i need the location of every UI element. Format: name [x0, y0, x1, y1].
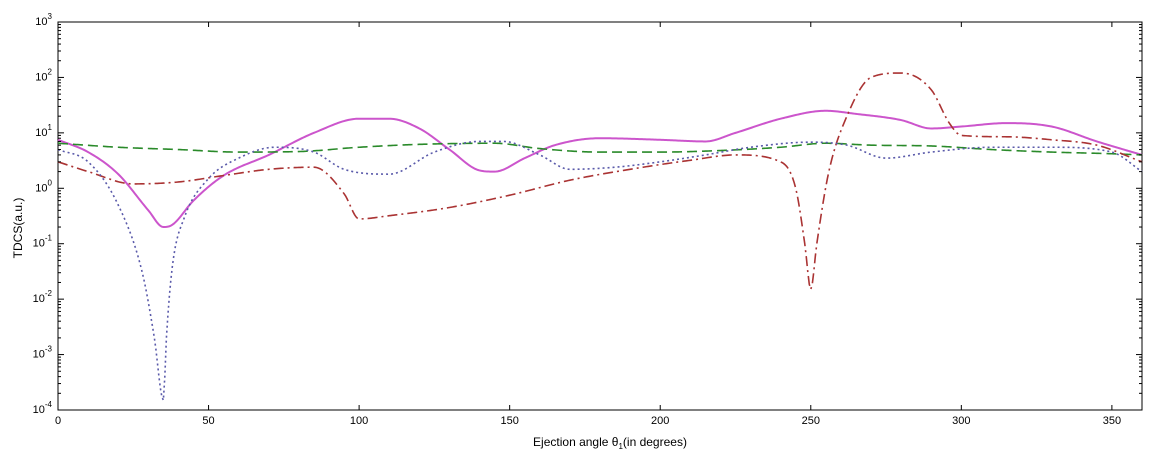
x-tick-label: 350: [1103, 415, 1121, 427]
y-tick-label: 102: [35, 67, 52, 83]
x-tick-label: 50: [202, 415, 214, 427]
series-dashdot-line: [57, 72, 1143, 293]
x-tick-label: 250: [802, 415, 820, 427]
y-tick-label: 100: [35, 178, 52, 194]
x-axis-label-subscript: 1: [618, 442, 623, 451]
x-tick-label: 300: [952, 415, 970, 427]
y-tick-label: 10-3: [33, 345, 53, 361]
y-tick-label: 10-2: [33, 289, 53, 305]
series-dashed-line: [57, 142, 1143, 156]
y-tick-label: 101: [35, 123, 52, 139]
series-solid-line: [57, 109, 1143, 229]
plot-frame: [57, 21, 1143, 411]
x-tick-label: 200: [651, 415, 669, 427]
x-tick-label: 0: [55, 415, 61, 427]
x-tick-label: 150: [500, 415, 518, 427]
y-tick-label: 10-1: [33, 234, 53, 250]
x-axis-label-suffix: (in degrees): [623, 435, 687, 449]
axes-layer: 0 50 100 150 200 250 300 350 10-4 10-3 10-2 10-1 100…: [33, 12, 1142, 427]
x-tick-label: 100: [350, 415, 368, 427]
y-tick-label: 10-4: [33, 400, 53, 416]
x-axis-label: Ejection angle θ1(in degrees): [533, 435, 687, 451]
x-axis-label-main: Ejection angle θ: [533, 435, 619, 449]
series-layer: [57, 72, 1143, 401]
plot-area: [57, 21, 1143, 411]
series-dotted-line: [57, 140, 1143, 401]
y-axis-label: TDCS(a.u.): [11, 198, 25, 259]
y-tick-label: 103: [35, 12, 52, 28]
